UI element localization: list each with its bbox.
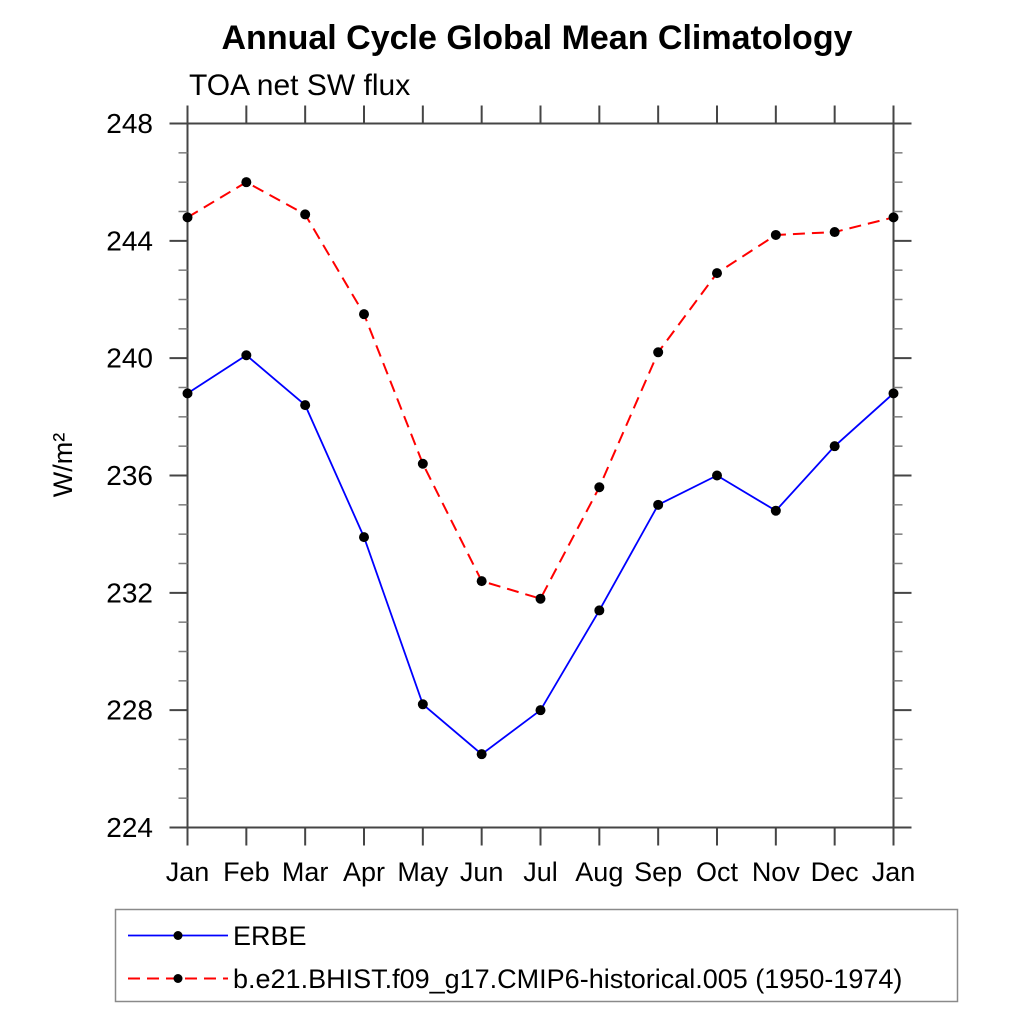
data-point-marker [594, 605, 605, 616]
data-point-marker [712, 470, 722, 481]
data-point-marker [770, 229, 781, 240]
x-tick-label: Feb [223, 857, 270, 887]
data-point-marker [241, 350, 252, 361]
x-tick-label: Jun [460, 857, 504, 887]
data-point-marker [829, 441, 840, 452]
y-tick-label: 240 [106, 343, 153, 374]
axes: 224 228 232 236 240 244 248 Jan Feb Mar Apr May Jun J… [106, 105, 916, 887]
data-point-marker [476, 749, 487, 760]
data-point-marker [417, 458, 428, 469]
data-point-marker [182, 212, 193, 223]
data-point-marker [417, 699, 428, 710]
legend-entry-b-e21-bhist-f09-g17-cmip6-hi: b.e21.BHIST.f09_g17.CMIP6-historical.005… [128, 964, 902, 994]
series-markers-erbe [182, 350, 899, 760]
series-line-b-e21-bhist-f09-g17-cmip6-hi [186, 181, 894, 600]
x-tick-label: Jan [872, 857, 916, 887]
data-point-marker [241, 177, 252, 188]
data-point-marker [535, 593, 546, 604]
x-tick-label: Aug [575, 857, 623, 887]
x-tick-label: Mar [282, 857, 329, 887]
plot-frame [186, 122, 895, 829]
y-tick-label: 232 [106, 577, 153, 608]
x-tick-label: Dec [811, 857, 859, 887]
x-tick-label: Apr [343, 857, 385, 887]
chart-subtitle: TOA net SW flux [189, 69, 410, 102]
legend-marker [173, 974, 183, 983]
x-tick-label: Oct [696, 857, 739, 887]
series-markers-b-e21-bhist-f09-g17-cmip6-hi [182, 177, 899, 604]
legend-marker [173, 931, 183, 940]
y-tick-label: 248 [106, 108, 153, 139]
data-point-marker [182, 388, 193, 399]
chart-title: Annual Cycle Global Mean Climatology [222, 19, 853, 57]
legend: ERBE b.e21.BHIST.f09_g17.CMIP6-historical… [114, 908, 959, 1003]
data-point-marker [888, 388, 899, 399]
data-point-marker [712, 268, 722, 279]
data-point-marker [594, 482, 605, 493]
data-point-marker [359, 309, 369, 320]
data-point-marker [770, 505, 781, 516]
data-point-marker [888, 212, 899, 223]
x-tick-label: May [397, 857, 449, 887]
data-point-marker [653, 347, 664, 358]
data-series [182, 177, 899, 760]
legend-box [114, 908, 959, 1003]
x-tick-label: Nov [752, 857, 801, 887]
x-tick-label: Jul [523, 857, 558, 887]
data-point-marker [535, 705, 546, 716]
y-tick-label: 236 [106, 460, 153, 491]
y-axis-title: W/m² [48, 433, 78, 497]
data-point-marker [300, 209, 311, 220]
data-point-marker [476, 576, 487, 587]
y-tick-label: 244 [106, 225, 153, 256]
x-tick-label: Sep [634, 857, 682, 887]
legend-label: b.e21.BHIST.f09_g17.CMIP6-historical.005… [233, 964, 902, 994]
x-tick-label: Jan [166, 857, 210, 887]
data-point-marker [300, 400, 311, 411]
legend-entry-erbe: ERBE [128, 921, 307, 951]
series-line-erbe [187, 354, 895, 756]
y-tick-label: 228 [106, 695, 153, 726]
data-point-marker [829, 227, 840, 238]
y-tick-label: 224 [106, 812, 153, 843]
data-point-marker [653, 499, 664, 510]
data-point-marker [359, 532, 369, 543]
legend-label: ERBE [233, 921, 307, 951]
